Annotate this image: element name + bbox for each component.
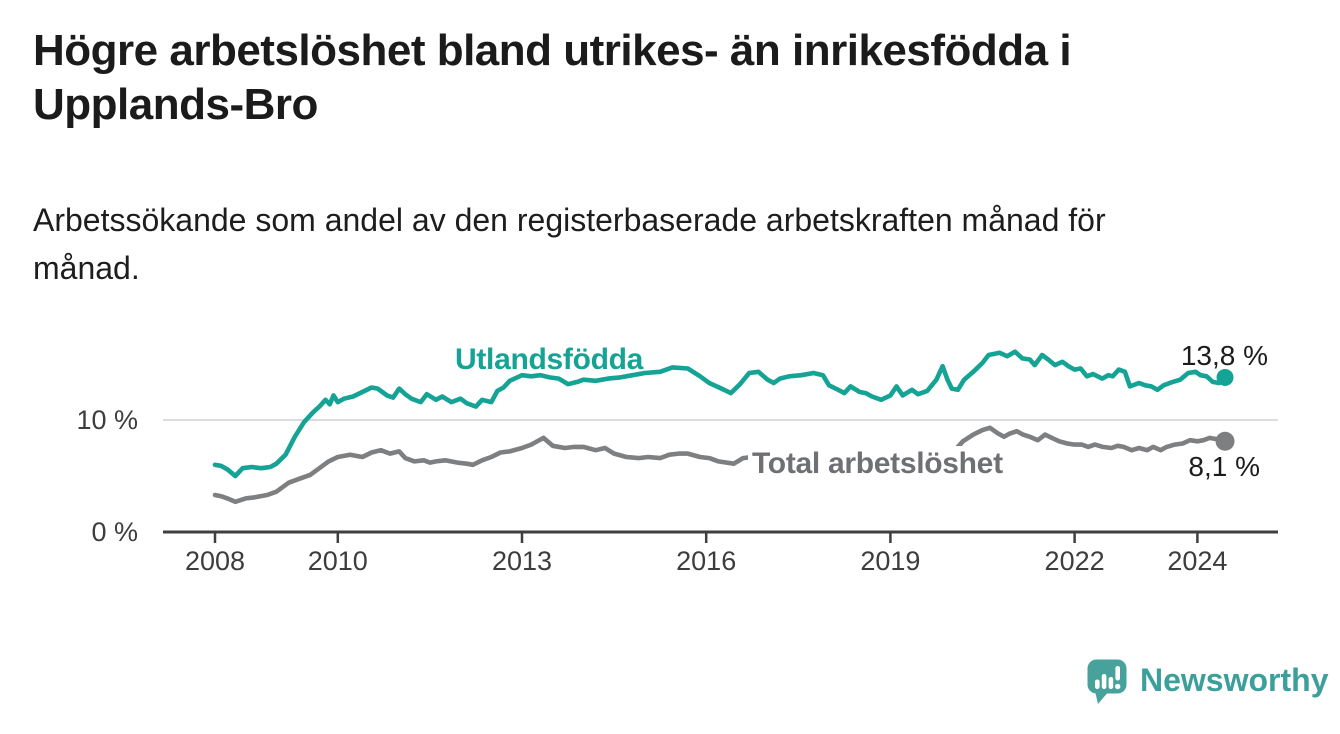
newsworthy-branding: Newsworthy bbox=[1086, 656, 1328, 712]
page-title-line2: Upplands-Bro bbox=[33, 80, 318, 129]
x-tick-label: 2008 bbox=[184, 546, 246, 576]
end-value-label-utlandsfodda: 13,8 % bbox=[1180, 340, 1268, 371]
y-tick-label: 0 % bbox=[91, 517, 138, 547]
end-dot-utlandsfodda bbox=[1216, 368, 1234, 386]
chart-subtitle: Arbetssökande som andel av den registerb… bbox=[33, 196, 1293, 292]
page-title-line1: Högre arbetslöshet bland utrikes- än inr… bbox=[33, 26, 1072, 75]
x-tick-label: 2013 bbox=[491, 546, 553, 576]
newsworthy-wordmark: Newsworthy bbox=[1140, 662, 1329, 698]
page-title: Högre arbetslöshet bland utrikes- än inr… bbox=[33, 24, 1313, 132]
label-halo bbox=[748, 446, 1030, 477]
end-dot-total bbox=[1215, 431, 1235, 451]
newsworthy-logo-icon bbox=[1087, 659, 1127, 704]
y-tick-label: 10 % bbox=[76, 405, 138, 435]
line-total-arbetsloshet bbox=[212, 425, 1228, 505]
x-tick-label: 2022 bbox=[1044, 546, 1105, 576]
x-tick-label: 2019 bbox=[860, 546, 921, 576]
x-tick-label: 2016 bbox=[676, 546, 737, 576]
end-value-label-total: 8,1 % bbox=[1188, 451, 1260, 482]
chart-subtitle-line2: månad. bbox=[33, 250, 140, 286]
series-label-utlandsfodda: Utlandsfödda bbox=[455, 343, 644, 376]
line-utlandsfodda bbox=[212, 349, 1228, 479]
x-tick-label: 2024 bbox=[1167, 546, 1228, 576]
x-tick-label: 2010 bbox=[307, 546, 368, 576]
series-label-total-arbetsloshet: Total arbetslöshet bbox=[752, 447, 1003, 480]
chart-subtitle-line1: Arbetssökande som andel av den registerb… bbox=[33, 202, 1106, 238]
